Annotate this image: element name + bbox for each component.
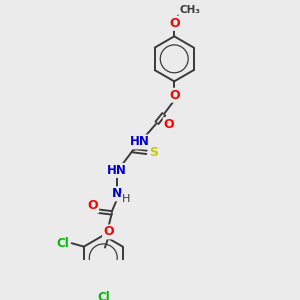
Text: H: H xyxy=(122,194,130,204)
Text: O: O xyxy=(169,17,179,30)
Text: S: S xyxy=(149,146,158,159)
Text: N: N xyxy=(112,187,122,200)
Text: O: O xyxy=(103,225,114,239)
Text: CH₃: CH₃ xyxy=(179,5,200,15)
Text: O: O xyxy=(88,200,98,212)
Text: O: O xyxy=(164,118,174,131)
Text: Cl: Cl xyxy=(57,237,69,250)
Text: O: O xyxy=(169,89,179,102)
Text: HN: HN xyxy=(107,164,127,177)
Text: HN: HN xyxy=(130,135,150,148)
Text: Cl: Cl xyxy=(97,291,110,300)
